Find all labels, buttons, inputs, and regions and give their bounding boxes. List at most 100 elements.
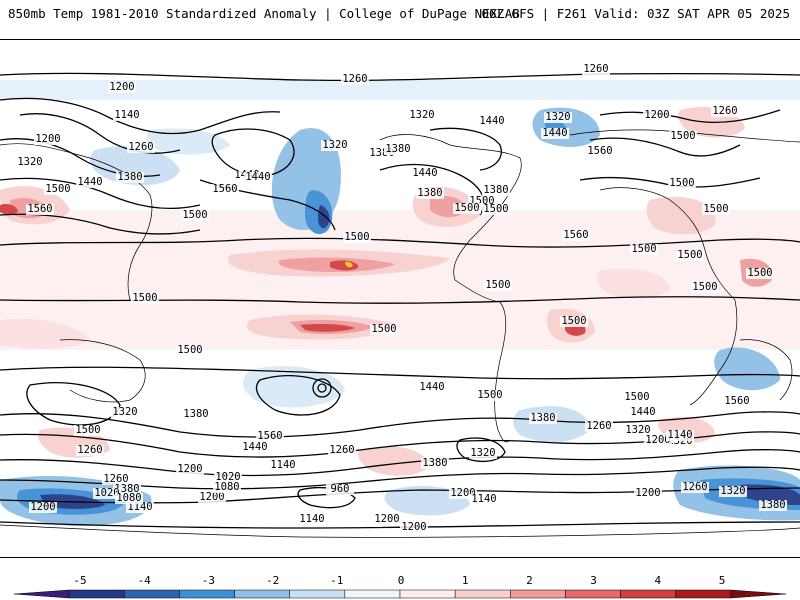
contour-label-bg [368,148,396,159]
contour-label-bg [341,74,369,85]
contour-label-bg [176,464,204,475]
contour-label-bg [93,488,121,499]
contour-label: 1140 [270,459,295,471]
contour-label-bg [131,293,159,304]
contour-label-bg [644,435,672,446]
contour-label: 1500 [454,202,479,214]
contour-label: 1500 [485,279,510,291]
colorbar-segment [13,589,70,599]
contour-label: 1560 [212,183,237,195]
contour-label: 1140 [299,513,324,525]
contour-label: 1200 [450,487,475,499]
contour-label-bg [16,157,44,168]
contour-label-bg [298,514,326,525]
map-title: 850mb Temp 1981-2010 Standardized Anomal… [8,6,520,21]
contour-label: 1500 [631,243,656,255]
colorbar-segment [124,589,180,599]
contour-label: 1440 [77,176,102,188]
contour-label-bg [384,144,412,155]
colorbar-tick-label: -2 [266,574,279,587]
contour-label-bg [418,382,446,393]
contour-label-bg [719,486,747,497]
contour-label-bg [470,494,498,505]
colorbar-segments [13,589,787,599]
contour-label-bg [666,430,694,441]
contour-label-bg [416,188,444,199]
contour-label-bg [711,106,739,117]
contour-label: 1080 [214,481,239,493]
contour-label-bg [702,204,730,215]
contour-label-bg [113,484,141,495]
contour-label: 1440 [419,381,444,393]
contour-label: 1380 [417,187,442,199]
contour-label-bg [630,244,658,255]
contour-label-bg [629,407,657,418]
contour-label-bg [482,185,510,196]
contour-label-bg [116,172,144,183]
contour-label-bg [182,409,210,420]
contour-label-bg [115,493,143,504]
colorbar-segment [730,589,787,599]
contour-label: 1440 [630,406,655,418]
contour-label: 1200 [109,81,134,93]
colorbar-tick-label: 3 [590,574,597,587]
contour-label: 1380 [183,408,208,420]
contour-label-bg [241,442,269,453]
contour-label: 1380 [385,143,410,155]
contour-label-bg [484,280,512,291]
contour-label: 1320 [409,109,434,121]
contour-label: 1500 [670,130,695,142]
contour-label: 1320 [625,424,650,436]
contour-label-bg [328,445,356,456]
contour-label: 960 [331,483,350,495]
contour-label-bg [113,110,141,121]
contour-label: 1500 [477,389,502,401]
contour-label-bg [478,116,506,127]
contour-label-bg [476,390,504,401]
colorbar-segment [565,589,621,599]
contour-label: 1260 [342,73,367,85]
contour-label-bg [326,484,354,495]
contour-label-bg [176,345,204,356]
contour-label-bg [562,230,590,241]
contour-label: 1260 [77,444,102,456]
contour-label: 1260 [712,105,737,117]
colorbar-segment [68,589,125,599]
contour-label: 1260 [682,481,707,493]
contour-label: 1200 [645,434,670,446]
contour-label-bg [76,445,104,456]
contour-label-bg [469,448,497,459]
colorbar-segment [344,589,401,599]
contour-label: 1500 [132,292,157,304]
contour-label-bg [691,282,719,293]
contour-label: 1320 [112,406,137,418]
contour-label-bg [759,500,787,511]
contour-label: 1140 [667,429,692,441]
contour-label: 1440 [245,171,270,183]
contour-label: 1380 [760,499,785,511]
contour-label-bg [482,204,510,215]
colorbar-tick-label: 4 [654,574,661,587]
contour-label: 1560 [27,203,52,215]
contour-label: 1560 [724,395,749,407]
contour-label: 1080 [116,492,141,504]
contour-label-bg [544,112,572,123]
contour-label-bg [541,128,569,139]
colorbar-segment [454,589,511,599]
contour-label: 1500 [703,203,728,215]
contour-label-bg [102,474,130,485]
colorbar-segment [179,589,235,599]
contour-label: 1440 [242,441,267,453]
contour-label-bg [468,196,496,207]
contour-label-bg [411,168,439,179]
colorbar-tick-label: 1 [462,574,469,587]
contour-label: 1020 [94,487,119,499]
contour-label-bg [560,316,588,327]
contour-label: 1560 [257,430,282,442]
contour-label: 1500 [669,177,694,189]
contour-label-bg [623,392,651,403]
contour-label-bg [76,177,104,188]
contour-label-bg [74,425,102,436]
contour-label: 1140 [114,109,139,121]
